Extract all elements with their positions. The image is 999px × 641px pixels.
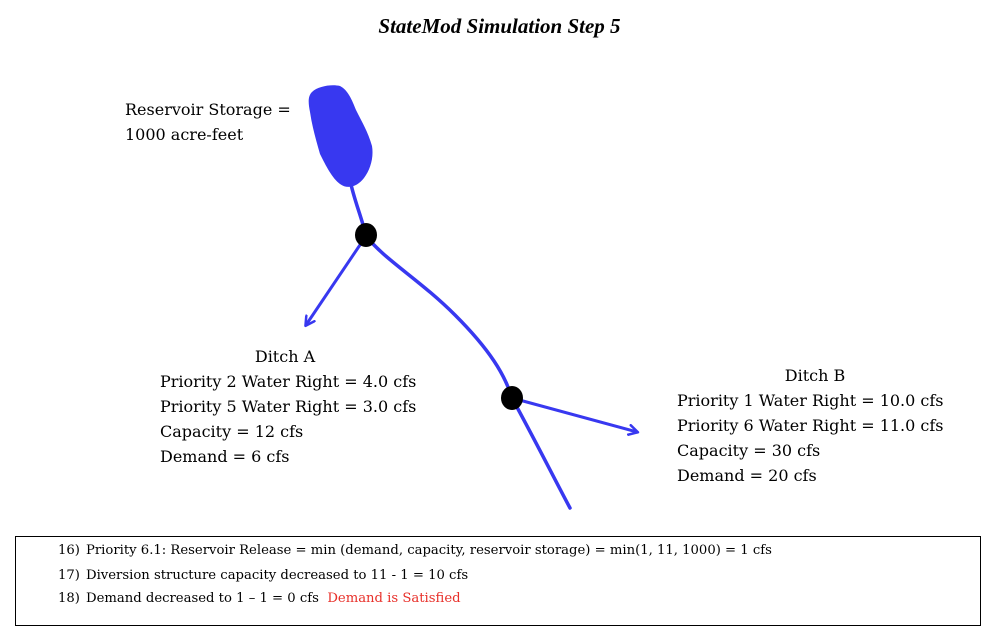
ditch-b-line: Capacity = 30 cfs [677,441,821,460]
ditch-a-line: Demand = 6 cfs [160,447,290,466]
ditch-b-branch-arrow [511,396,637,432]
ditch-b-line: Priority 1 Water Right = 10.0 cfs [677,391,944,410]
ditch-a-name: Ditch A [254,347,316,366]
node-ditch-a [355,223,377,247]
ditch-a-line: Priority 2 Water Right = 4.0 cfs [160,372,417,391]
reservoir-line: Reservoir Storage = [125,100,291,119]
reservoir-shape [308,85,373,187]
note-row: 16) Priority 6.1: Reservoir Release = min… [58,543,772,558]
ditch-a-line: Capacity = 12 cfs [160,422,304,441]
note-number: 17) [58,568,80,583]
note-row: 18) Demand decreased to 1 – 1 = 0 cfs Dem… [58,591,461,606]
node-ditch-b [501,386,523,410]
diagram-title: StateMod Simulation Step 5 [378,14,621,38]
notes-box: 16) Priority 6.1: Reservoir Release = min… [15,536,981,626]
ditch-b-name: Ditch B [784,366,846,385]
ditch-a-label: Ditch A Priority 2 Water Right = 4.0 cfs… [160,344,416,469]
ditch-b-line: Priority 6 Water Right = 11.0 cfs [677,416,944,435]
ditch-a-branch-arrow [306,235,368,325]
ditch-b-label: Ditch B Priority 1 Water Right = 10.0 cf… [677,363,953,488]
ditch-b-line: Demand = 20 cfs [677,466,817,485]
note-row: 17) Diversion structure capacity decrease… [58,568,468,583]
note-text: Diversion structure capacity decreased t… [86,568,469,583]
reservoir-line: 1000 acre-feet [125,125,244,144]
note-number: 16) [58,543,80,558]
ditch-a-line: Priority 5 Water Right = 3.0 cfs [160,397,417,416]
satisfied-status: Demand is Satisfied [327,591,461,606]
note-number: 18) [58,591,80,606]
note-text: Demand decreased to 1 – 1 = 0 cfs [86,591,319,606]
note-text: Priority 6.1: Reservoir Release = min (d… [86,543,772,558]
reservoir-label: Reservoir Storage = 1000 acre-feet [125,97,291,147]
